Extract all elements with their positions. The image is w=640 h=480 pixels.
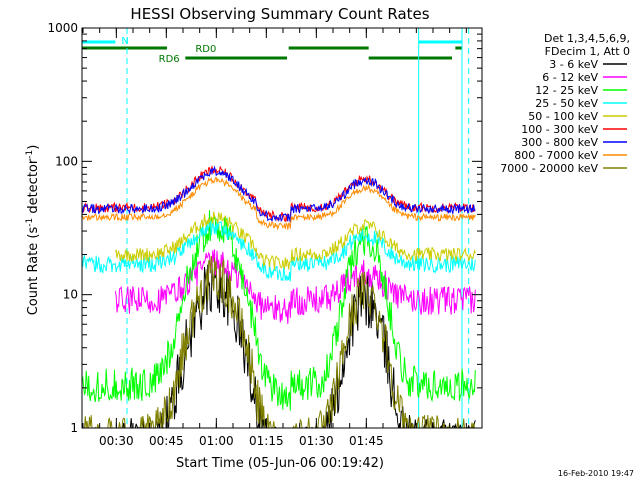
legend-header-line-1: Det 1,3,4,5,6,9, bbox=[544, 32, 630, 45]
flag-bars: N RD0 RD6 bbox=[82, 36, 462, 65]
x-tick-label: 00:45 bbox=[149, 434, 184, 448]
y-tick-label: 100 bbox=[55, 154, 78, 168]
series-line-5 bbox=[82, 165, 476, 223]
y-tick-label: 10 bbox=[63, 288, 78, 302]
legend-header-line-2: FDecim 1, Att 0 bbox=[545, 45, 630, 58]
series-line-2 bbox=[82, 210, 476, 411]
series-line-4 bbox=[114, 211, 476, 270]
y-axis-label-base: Count Rate (s bbox=[26, 227, 41, 316]
legend-label-3: 25 - 50 keV bbox=[535, 97, 598, 110]
legend-label-6: 300 - 800 keV bbox=[521, 136, 598, 149]
legend-label-7: 800 - 7000 keV bbox=[514, 149, 598, 162]
x-tick-label: 01:30 bbox=[299, 434, 334, 448]
y-axis-label: Count Rate (s-1 detector-1) bbox=[25, 145, 41, 316]
x-axis-label: Start Time (05-Jun-06 00:19:42) bbox=[176, 456, 384, 471]
y-axis-label-sup1: -1 bbox=[25, 218, 35, 227]
flag-bar-rd0-label: RD0 bbox=[195, 44, 216, 55]
series-clip-group bbox=[82, 165, 476, 428]
series-line-1 bbox=[114, 249, 476, 325]
series-line-7 bbox=[82, 176, 476, 231]
series-layer bbox=[82, 165, 476, 428]
y-tick-label: 1000 bbox=[47, 21, 78, 35]
series-line-6 bbox=[82, 165, 476, 223]
legend-label-0: 3 - 6 keV bbox=[549, 58, 598, 71]
y-tick-label: 1 bbox=[70, 421, 78, 435]
series-line-8 bbox=[82, 255, 476, 428]
y-axis-label-end: ) bbox=[26, 145, 41, 150]
legend-label-8: 7000 - 20000 keV bbox=[500, 162, 598, 175]
generated-timestamp: 16-Feb-2010 19:47 bbox=[558, 469, 634, 478]
event-lines bbox=[126, 28, 470, 428]
series-line-3 bbox=[82, 218, 476, 282]
flag-bar-rd6-label: RD6 bbox=[159, 54, 180, 65]
x-tick-label: 01:15 bbox=[249, 434, 284, 448]
legend-label-2: 12 - 25 keV bbox=[535, 84, 598, 97]
series-line-0 bbox=[122, 264, 476, 428]
x-tick-label: 01:45 bbox=[349, 434, 384, 448]
legend-label-5: 100 - 300 keV bbox=[521, 123, 598, 136]
plot-frame bbox=[81, 27, 483, 429]
x-tick-label: 00:30 bbox=[99, 434, 134, 448]
y-axis-label-sup2: -1 bbox=[25, 150, 35, 159]
flag-bar-n-label: N bbox=[121, 36, 128, 47]
x-tick-label: 01:00 bbox=[199, 434, 234, 448]
legend: Det 1,3,4,5,6,9, FDecim 1, Att 0 3 - 6 k… bbox=[500, 32, 630, 175]
axes: 1 10 100 1000 00:30 00:45 01:00 01:15 01:30 01:45 bbox=[47, 21, 483, 448]
y-axis-label-mid: detector bbox=[26, 158, 41, 218]
legend-label-4: 50 - 100 keV bbox=[528, 110, 598, 123]
chart-title: HESSI Observing Summary Count Rates bbox=[130, 5, 429, 23]
legend-label-1: 6 - 12 keV bbox=[542, 71, 598, 84]
